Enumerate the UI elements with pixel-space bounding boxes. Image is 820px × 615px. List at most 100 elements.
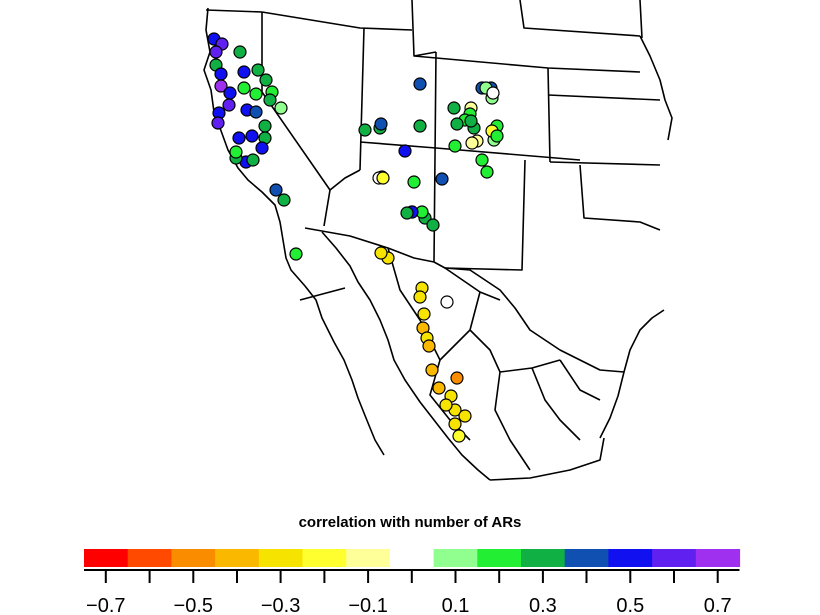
station-marker [407,175,421,189]
station-marker [439,398,453,412]
station-marker [232,131,246,145]
station-marker [246,153,260,167]
legend-color-bin [608,549,653,567]
station-marker [450,117,464,131]
station-marker [277,193,291,207]
station-marker [249,87,263,101]
station-marker [259,73,273,87]
station-marker [374,246,388,260]
legend-color-bin [521,549,566,567]
legend-color-bin [171,549,216,567]
station-markers [207,32,504,443]
station-marker [480,165,494,179]
station-marker [426,218,440,232]
station-marker [249,105,263,119]
station-marker [245,129,259,143]
station-marker [251,63,265,77]
legend-ticks [84,569,740,583]
station-marker [458,409,472,423]
station-marker [214,67,228,81]
gulf-coast [599,309,665,439]
legend-tick-labels: −0.7 −0.5 −0.3 −0.1 0.1 0.3 0.5 0.7 [86,595,732,615]
nv-ut-border [359,27,365,171]
us-mexico-border [304,227,625,373]
station-marker [425,363,439,377]
legend-color-bin [258,549,304,567]
station-marker [448,139,462,153]
station-marker [211,116,225,130]
station-marker [465,136,479,150]
station-marker [413,77,427,91]
station-marker [237,81,251,95]
nm-tx-line [444,159,526,271]
plains-lines [547,94,661,231]
legend-title: correlation with number of ARs [298,514,522,531]
legend-color-bin [215,549,260,567]
legend-color-bin [302,549,347,567]
mexico-south-edge [489,437,605,481]
legend-tick-label: 0.7 [704,595,732,615]
legend-tick-label: −0.3 [261,595,300,615]
station-marker [413,119,427,133]
station-marker [289,247,303,261]
station-marker [450,371,464,385]
legend-color-bin [389,549,435,567]
legend-color-bin [346,549,391,567]
north-lines [205,0,643,73]
legend-tick-label: −0.1 [348,595,387,615]
station-marker [440,295,454,309]
station-marker [255,141,269,155]
station-marker [376,171,390,185]
station-marker [435,172,449,186]
legend-color-bin [84,549,129,567]
station-marker [269,183,283,197]
station-marker [223,86,237,100]
legend-color-bin [652,549,697,567]
legend-tick-label: −0.5 [174,595,213,615]
station-marker [374,117,388,131]
legend-tick-label: −0.7 [86,595,125,615]
baja-state-line [299,287,346,301]
station-marker [222,98,236,112]
station-marker [400,206,414,220]
station-marker [209,45,223,59]
station-marker [237,65,251,79]
ca-nv-border [261,12,331,227]
west-coastline [203,7,385,456]
legend-tick-label: 0.3 [529,595,557,615]
legend-color-bin [477,549,522,567]
station-marker [358,123,372,137]
mexico-west-mainland-coast [321,231,491,481]
station-marker [233,45,247,59]
ut-az-line [359,141,437,149]
legend-tick-label: 0.5 [616,595,644,615]
station-marker [432,381,446,395]
legend-color-bin [433,549,478,567]
station-map [203,0,673,481]
legend-color-bar [84,549,741,567]
station-marker [229,145,243,159]
station-marker [490,129,504,143]
station-marker [417,307,431,321]
legend-tick-label: 0.1 [442,595,470,615]
station-marker [447,101,461,115]
station-marker [263,93,277,107]
mexico-state-lines [387,247,601,471]
station-marker [274,101,288,115]
legend-color-bin [564,549,609,567]
station-marker [413,290,427,304]
station-marker [464,114,478,128]
legend-color-bin [695,549,741,567]
color-legend: −0.7 −0.5 −0.3 −0.1 0.1 0.3 0.5 0.7 [84,549,741,615]
station-marker [448,417,462,431]
station-marker [452,429,466,443]
station-marker [258,119,272,133]
co-east-line [547,67,551,163]
station-marker [475,153,489,167]
nv-az-border [329,169,361,191]
station-marker [398,144,412,158]
legend-color-bin [127,549,172,567]
map-outlines [203,0,673,481]
station-marker [214,79,228,93]
station-marker [422,339,436,353]
